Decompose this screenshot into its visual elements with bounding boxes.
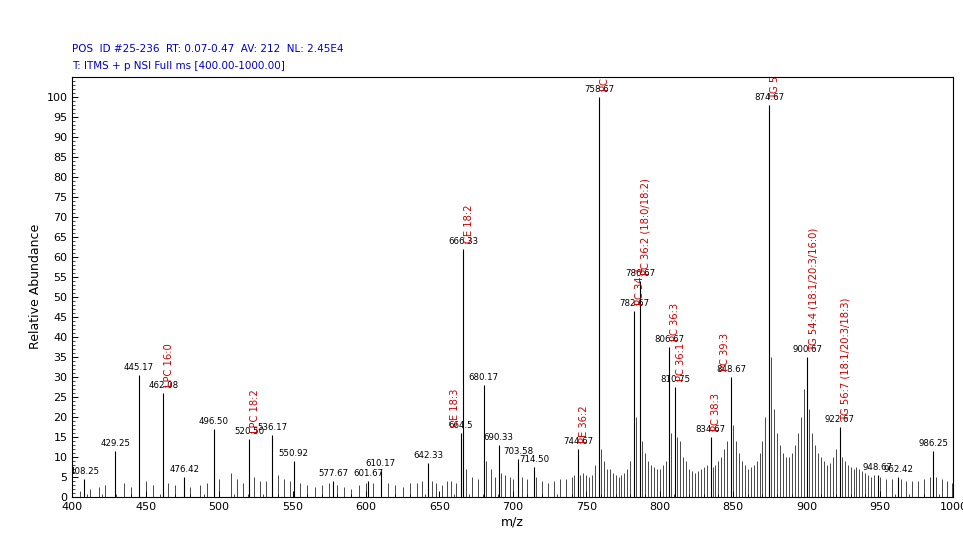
Text: 848.67: 848.67 xyxy=(716,365,746,374)
Text: PC 34:1: PC 34:1 xyxy=(635,267,645,305)
Text: T: ITMS + p NSI Full ms [400.00-1000.00]: T: ITMS + p NSI Full ms [400.00-1000.00] xyxy=(72,60,285,71)
Text: CE 18:2: CE 18:2 xyxy=(464,204,474,243)
Text: LPC 16:0: LPC 16:0 xyxy=(164,343,174,387)
X-axis label: m/z: m/z xyxy=(502,516,524,529)
Text: PC 39:3: PC 39:3 xyxy=(720,333,730,371)
Text: 550.92: 550.92 xyxy=(279,449,309,458)
Text: 703.58: 703.58 xyxy=(503,447,534,456)
Text: POS  ID #25-236  RT: 0.07-0.47  AV: 212  NL: 2.45E4: POS ID #25-236 RT: 0.07-0.47 AV: 212 NL:… xyxy=(72,44,344,54)
Text: 462.08: 462.08 xyxy=(148,380,178,390)
Text: CE 18:3: CE 18:3 xyxy=(450,389,460,427)
Text: 806.67: 806.67 xyxy=(655,335,685,344)
Text: TG 56:7 (18:1/20:3/18:3): TG 56:7 (18:1/20:3/18:3) xyxy=(841,298,850,421)
Text: 476.42: 476.42 xyxy=(169,464,199,474)
Text: 642.33: 642.33 xyxy=(413,451,443,460)
Text: 429.25: 429.25 xyxy=(100,439,130,447)
Text: 664.5: 664.5 xyxy=(449,421,473,430)
Text: 520.50: 520.50 xyxy=(234,427,264,436)
Text: PC 38:3: PC 38:3 xyxy=(712,393,721,431)
Text: 680.17: 680.17 xyxy=(469,373,499,382)
Text: 782.67: 782.67 xyxy=(619,299,649,307)
Text: 986.25: 986.25 xyxy=(918,439,949,447)
Text: 577.67: 577.67 xyxy=(318,469,349,478)
Text: PC 36:3: PC 36:3 xyxy=(670,302,680,341)
Text: TG 54:4 (18:1/20:3/16:0): TG 54:4 (18:1/20:3/16:0) xyxy=(808,228,819,351)
Text: PE 36:2: PE 36:2 xyxy=(579,405,589,443)
Text: 445.17: 445.17 xyxy=(123,363,154,372)
Text: 786.67: 786.67 xyxy=(625,268,655,278)
Y-axis label: Relative Abundance: Relative Abundance xyxy=(29,224,42,350)
Text: PC 36:2 (18:0/18:2): PC 36:2 (18:0/18:2) xyxy=(640,178,651,275)
Text: 758.67: 758.67 xyxy=(584,85,614,94)
Text: 601.67: 601.67 xyxy=(353,469,383,478)
Text: 610.17: 610.17 xyxy=(366,458,396,468)
Text: 666.33: 666.33 xyxy=(449,237,479,245)
Text: PC 34:2 (16:0/18:2): PC 34:2 (16:0/18:2) xyxy=(600,0,610,91)
Text: 744.67: 744.67 xyxy=(563,436,593,446)
Text: 496.50: 496.50 xyxy=(199,417,229,425)
Text: 714.50: 714.50 xyxy=(519,455,549,464)
Text: PC 36:1: PC 36:1 xyxy=(676,343,687,381)
Text: 962.42: 962.42 xyxy=(883,464,913,474)
Text: 408.25: 408.25 xyxy=(69,467,99,475)
Text: 874.67: 874.67 xyxy=(754,93,785,102)
Text: 834.67: 834.67 xyxy=(695,424,726,434)
Text: TG 52:3 (18:2/16:0/18:1): TG 52:3 (18:2/16:0/18:1) xyxy=(770,0,780,99)
Text: 690.33: 690.33 xyxy=(483,433,513,441)
Text: 810.75: 810.75 xyxy=(661,374,690,384)
Text: 536.17: 536.17 xyxy=(257,423,287,432)
Text: 948.67: 948.67 xyxy=(863,463,893,472)
Text: LPC 18:2: LPC 18:2 xyxy=(250,389,260,433)
Text: 900.67: 900.67 xyxy=(793,345,822,354)
Text: 922.67: 922.67 xyxy=(824,414,855,424)
